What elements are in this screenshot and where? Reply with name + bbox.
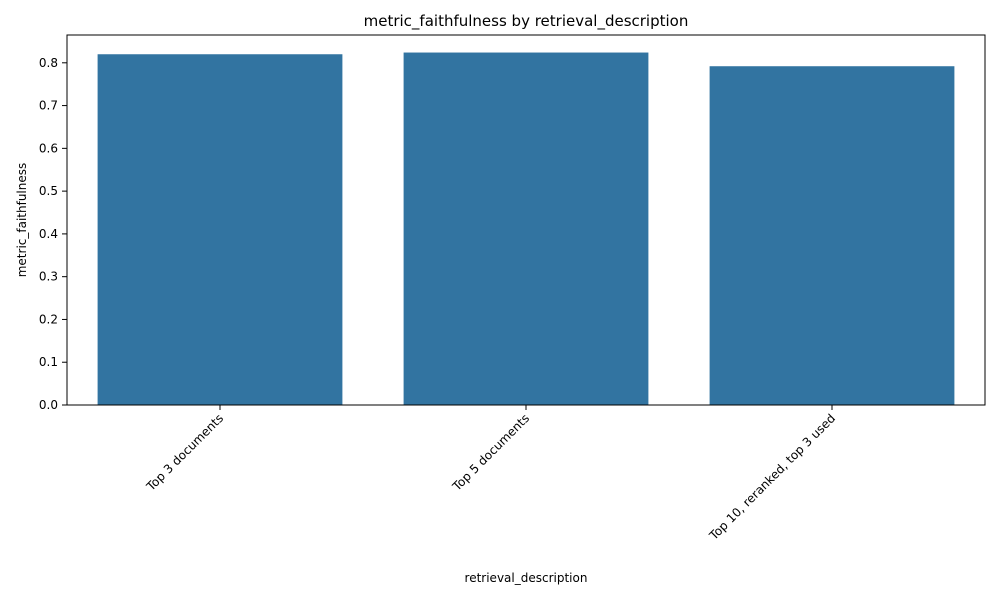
y-tick-label-2: 0.2	[39, 312, 58, 326]
x-tick-label-1: Top 3 documents	[143, 411, 226, 494]
x-tick-label-2: Top 5 documents	[449, 411, 532, 494]
x-axis: Top 3 documents Top 5 documents Top 10, re…	[143, 405, 838, 543]
bar-2	[403, 52, 649, 406]
y-tick-label-5: 0.5	[39, 184, 58, 198]
y-axis-label: metric_faithfulness	[15, 163, 29, 278]
y-tick-label-0: 0.0	[39, 398, 58, 412]
plot-frame	[66, 34, 986, 406]
chart-title: metric_faithfulness by retrieval_descrip…	[364, 12, 689, 31]
y-axis: 0.0 0.1 0.2 0.3 0.4 0.5 0.6 0.7 0.8	[39, 56, 67, 412]
y-tick-label-7: 0.7	[39, 99, 58, 113]
y-tick-label-1: 0.1	[39, 355, 58, 369]
bar-1	[97, 54, 343, 405]
x-axis-label: retrieval_description	[465, 571, 588, 585]
y-tick-label-6: 0.6	[39, 141, 58, 155]
bar-3	[709, 66, 955, 405]
y-tick-label-4: 0.4	[39, 227, 58, 241]
y-tick-label-8: 0.8	[39, 56, 58, 70]
bars-group	[97, 52, 955, 406]
y-tick-label-3: 0.3	[39, 270, 58, 284]
x-tick-label-3: Top 10, reranked, top 3 used	[706, 411, 838, 543]
